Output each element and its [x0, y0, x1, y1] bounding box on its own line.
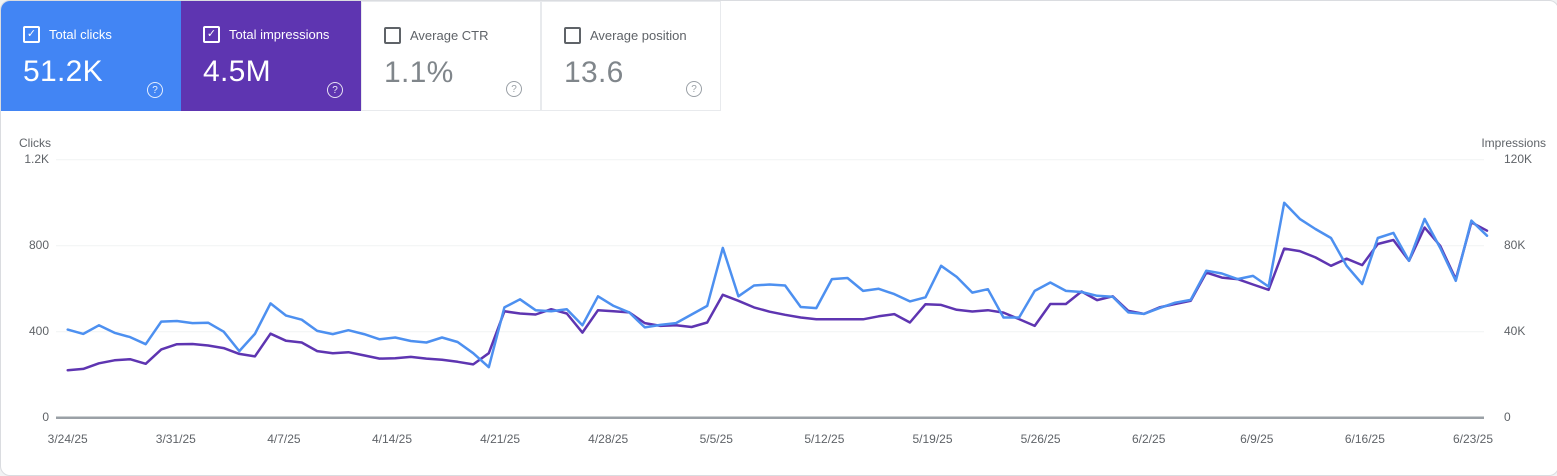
- card-header: Average CTR: [384, 27, 540, 44]
- metric-value: 4.5M: [203, 55, 271, 88]
- help-icon[interactable]: ?: [506, 81, 522, 97]
- metric-label: Average CTR: [410, 28, 489, 43]
- metric-card-total-clicks[interactable]: ✓ Total clicks 51.2K ?: [1, 1, 181, 111]
- help-icon[interactable]: ?: [147, 82, 163, 98]
- metric-card-average-position[interactable]: Average position 13.6 ?: [541, 1, 721, 111]
- metric-label: Total impressions: [229, 27, 330, 42]
- metric-value: 51.2K: [23, 55, 103, 88]
- checkbox-checked-icon[interactable]: ✓: [23, 26, 40, 43]
- metric-cards-row: ✓ Total clicks 51.2K ? ✓ Total impressio…: [1, 1, 721, 111]
- metric-label: Average position: [590, 28, 687, 43]
- help-icon[interactable]: ?: [686, 81, 702, 97]
- metric-value: 1.1%: [384, 56, 454, 89]
- clicks-line: [66, 201, 1489, 369]
- metric-label: Total clicks: [49, 27, 112, 42]
- checkbox-checked-icon[interactable]: ✓: [203, 26, 220, 43]
- card-header: Average position: [564, 27, 720, 44]
- metric-card-total-impressions[interactable]: ✓ Total impressions 4.5M ?: [181, 1, 361, 111]
- card-header: ✓ Total impressions: [203, 26, 361, 43]
- metric-value: 13.6: [564, 56, 624, 89]
- checkbox-unchecked-icon[interactable]: [384, 27, 401, 44]
- metric-card-average-ctr[interactable]: Average CTR 1.1% ?: [361, 1, 541, 111]
- help-icon[interactable]: ?: [327, 82, 343, 98]
- card-header: ✓ Total clicks: [23, 26, 181, 43]
- checkbox-unchecked-icon[interactable]: [564, 27, 581, 44]
- impressions-line: [66, 221, 1489, 372]
